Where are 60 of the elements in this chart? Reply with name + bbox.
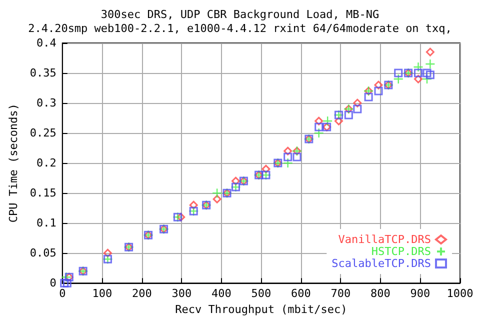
- point: [374, 80, 383, 90]
- chart-title: 300sec DRS, UDP CBR Background Load, MB-NG: [100, 8, 380, 21]
- y-tick-label: 0.1: [36, 216, 56, 230]
- point: [60, 278, 69, 288]
- point: [284, 146, 292, 156]
- point: [314, 122, 324, 132]
- point: [282, 158, 293, 168]
- point: [414, 74, 422, 84]
- legend-label: ScalableTCP.DRS: [332, 257, 431, 270]
- point: [212, 194, 222, 204]
- point: [62, 278, 72, 288]
- y-tick-label: 0: [50, 276, 56, 290]
- point: [284, 152, 292, 162]
- point: [422, 68, 432, 78]
- point: [314, 116, 324, 126]
- point: [334, 116, 343, 126]
- point: [353, 98, 362, 108]
- x-tick-label: 200: [132, 287, 152, 300]
- y-tick-label: 0.25: [30, 126, 56, 140]
- point: [364, 92, 373, 102]
- point: [394, 68, 403, 78]
- point: [414, 68, 422, 78]
- x-tick-label: 300: [172, 287, 192, 300]
- y-tick-label: 0.2: [36, 156, 56, 170]
- y-tick-label: 0.05: [30, 246, 56, 260]
- point: [374, 86, 383, 96]
- point: [322, 116, 333, 126]
- y-tick-label: 0.15: [30, 186, 56, 200]
- point: [425, 58, 436, 70]
- x-tick-label: 100: [92, 287, 112, 300]
- point: [189, 200, 198, 210]
- x-tick-label: 800: [370, 287, 390, 300]
- y-axis-title: CPU Time (seconds): [7, 103, 20, 223]
- point: [314, 128, 324, 138]
- point: [426, 70, 434, 80]
- chart-subtitle: 2.4.20smp web100-2.2.1, e1000-4.4.12 rxint 64/64moderate on txq,: [28, 22, 452, 35]
- point: [413, 62, 424, 72]
- point: [212, 188, 222, 198]
- legend-label: HSTCP.DRS: [371, 245, 431, 258]
- y-tick-label: 0.3: [36, 96, 56, 110]
- x-axis-title: Recv Throughput (mbit/sec): [175, 303, 348, 316]
- point: [103, 248, 112, 258]
- x-tick-label: 0: [59, 287, 66, 300]
- x-tick-label: 500: [251, 287, 272, 300]
- x-tick-label: 600: [291, 287, 311, 300]
- point: [232, 176, 240, 186]
- point: [176, 212, 186, 222]
- x-tick-label: 1000: [446, 287, 474, 300]
- point: [353, 104, 362, 114]
- x-tick-label: 400: [211, 287, 232, 300]
- point: [426, 48, 434, 56]
- y-tick-label: 0.4: [36, 36, 57, 50]
- y-tick-label: 0.35: [30, 66, 56, 80]
- x-tick-label: 700: [330, 287, 351, 300]
- point: [292, 152, 302, 162]
- point: [262, 164, 270, 174]
- x-tick-label: 900: [410, 287, 430, 300]
- legend-label: VanillaTCP.DRS: [338, 233, 431, 246]
- point: [393, 74, 404, 84]
- point: [344, 110, 353, 120]
